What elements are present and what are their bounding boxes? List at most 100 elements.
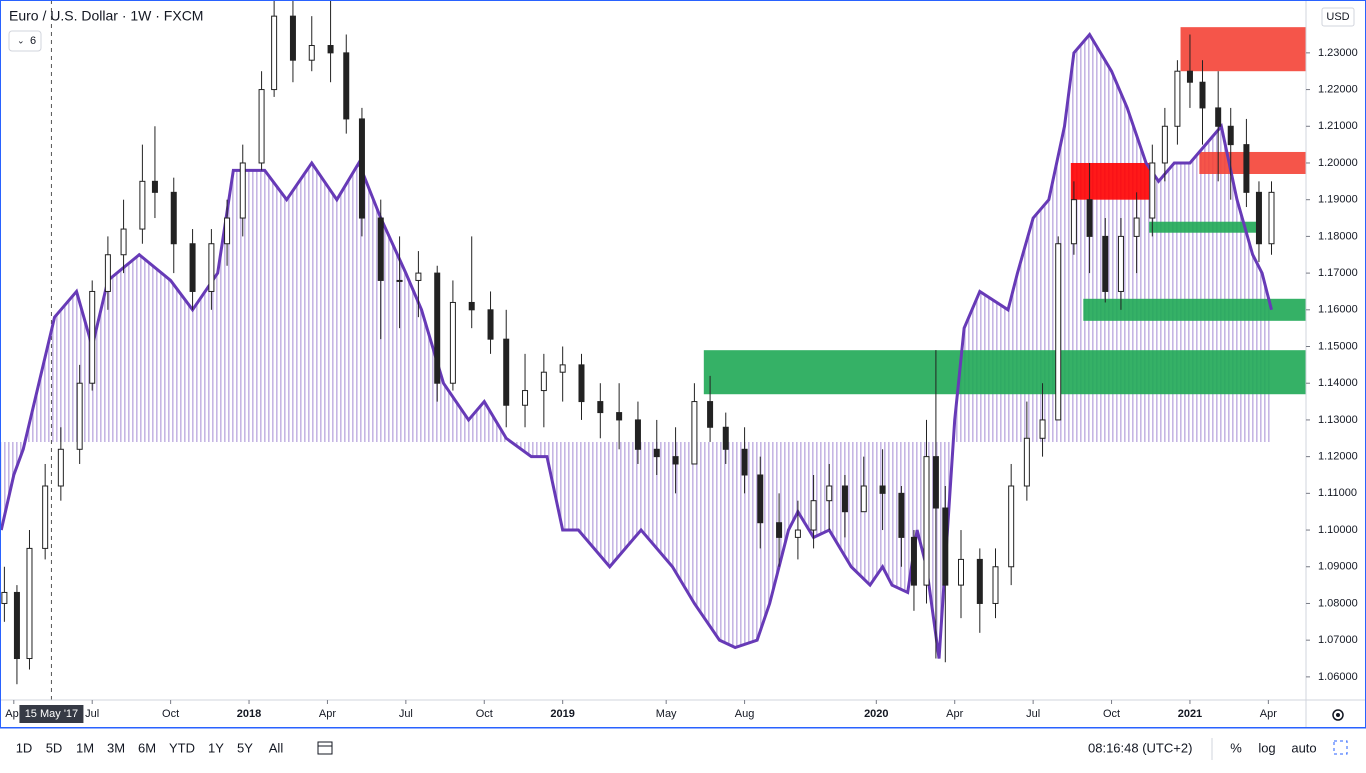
x-tick-label: Oct bbox=[1103, 708, 1120, 720]
clock: 08:16:48 (UTC+2) bbox=[1088, 740, 1192, 755]
candle-body bbox=[208, 243, 215, 292]
x-tick-label: Oct bbox=[162, 708, 179, 720]
candle-body bbox=[776, 522, 783, 538]
candle-body bbox=[449, 301, 456, 384]
range-button[interactable]: 1D bbox=[16, 740, 33, 755]
crosshair-label-bg bbox=[19, 705, 84, 723]
y-tick-label: 1.06000 bbox=[1318, 671, 1358, 683]
range-button[interactable]: 5Y bbox=[237, 740, 253, 755]
y-tick-label: 1.14000 bbox=[1318, 377, 1358, 389]
candle-body bbox=[634, 419, 641, 450]
candle-body bbox=[258, 89, 265, 164]
candle-body bbox=[120, 228, 127, 256]
candle-body bbox=[794, 529, 801, 538]
y-tick-label: 1.16000 bbox=[1318, 304, 1358, 316]
zone bbox=[703, 350, 1306, 395]
candle-body bbox=[224, 217, 231, 245]
zone bbox=[1083, 298, 1306, 321]
indicator-count[interactable]: 6 bbox=[30, 35, 36, 47]
candle-body bbox=[468, 301, 475, 311]
candle-body bbox=[1133, 217, 1140, 237]
y-tick-label: 1.19000 bbox=[1318, 194, 1358, 206]
range-button[interactable]: 1Y bbox=[208, 740, 224, 755]
chevron: ⌄ bbox=[17, 35, 25, 45]
candle-body bbox=[76, 382, 83, 450]
x-tick-label: 2020 bbox=[864, 708, 888, 720]
range-button[interactable]: All bbox=[269, 740, 284, 755]
candle-body bbox=[1055, 243, 1062, 421]
candle-body bbox=[672, 456, 679, 465]
candle-body bbox=[691, 401, 698, 465]
y-tick-label: 1.08000 bbox=[1318, 597, 1358, 609]
candle-body bbox=[289, 15, 296, 61]
candle-body bbox=[151, 180, 158, 193]
currency-badge[interactable] bbox=[1321, 7, 1355, 27]
x-tick-label: May bbox=[656, 708, 677, 720]
candle-body bbox=[923, 456, 930, 586]
compare-icon[interactable] bbox=[317, 741, 333, 755]
x-tick-label: Apr bbox=[946, 708, 963, 720]
candle-body bbox=[810, 500, 817, 531]
candle-body bbox=[826, 485, 833, 502]
candle-body bbox=[343, 52, 350, 120]
candle-body bbox=[1199, 81, 1206, 109]
y-tick-label: 1.09000 bbox=[1318, 561, 1358, 573]
range-button[interactable]: 3M bbox=[107, 740, 125, 755]
candle-body bbox=[522, 390, 529, 406]
x-tick-label: Aug bbox=[735, 708, 755, 720]
candle-body bbox=[942, 507, 949, 586]
x-tick-label: Apr bbox=[319, 708, 336, 720]
y-tick-label: 1.18000 bbox=[1318, 230, 1358, 242]
candle-body bbox=[898, 492, 905, 538]
candle-body bbox=[13, 591, 20, 660]
x-tick-label: Oct bbox=[476, 708, 493, 720]
range-button[interactable]: 5D bbox=[46, 740, 63, 755]
x-tick-label: Apr bbox=[5, 708, 22, 720]
x-tick-label: Jul bbox=[399, 708, 413, 720]
crosshair-label: 15 May '17 bbox=[25, 708, 78, 720]
zone bbox=[1199, 151, 1306, 174]
x-tick-label: Apr bbox=[1260, 708, 1277, 720]
range-button[interactable]: 6M bbox=[138, 740, 156, 755]
y-tick-label: 1.21000 bbox=[1318, 120, 1358, 132]
candle-body bbox=[189, 243, 196, 292]
candle-body bbox=[707, 401, 714, 428]
option-button[interactable]: log bbox=[1258, 740, 1275, 755]
zone bbox=[1070, 162, 1150, 200]
candle-body bbox=[89, 290, 96, 384]
candle-body bbox=[1008, 485, 1015, 568]
candle-body bbox=[741, 448, 748, 476]
candle-body bbox=[1039, 419, 1046, 439]
candle-body bbox=[415, 272, 422, 281]
y-tick-label: 1.12000 bbox=[1318, 451, 1358, 463]
candle-body bbox=[757, 474, 764, 524]
candle-body bbox=[271, 15, 278, 91]
indicator-line bbox=[0, 31, 1273, 659]
candle-body bbox=[976, 558, 983, 604]
candle-body bbox=[434, 272, 441, 384]
candle-body bbox=[841, 485, 848, 513]
settings-icon[interactable] bbox=[1332, 709, 1344, 721]
currency[interactable]: USD bbox=[1326, 11, 1349, 23]
indicator-badge[interactable] bbox=[8, 30, 42, 52]
x-tick-label: 2018 bbox=[237, 708, 261, 720]
candle-body bbox=[597, 401, 604, 414]
fullscreen-icon[interactable] bbox=[1333, 740, 1348, 755]
y-tick-label: 1.13000 bbox=[1318, 414, 1358, 426]
candle-body bbox=[396, 279, 403, 282]
range-button[interactable]: 1M bbox=[76, 740, 94, 755]
toolbar: 1D 5D 1M 3M 6M YTD 1Y 5Y All 08:16:48 (UTC+2)% log… bbox=[16, 738, 1348, 760]
candle-body bbox=[578, 364, 585, 403]
candle-body bbox=[239, 162, 246, 219]
candle-body bbox=[540, 371, 547, 392]
symbol-title: Euro / U.S. Dollar · 1W · FXCM bbox=[9, 8, 203, 24]
option-button[interactable]: auto bbox=[1291, 740, 1316, 755]
y-tick-label: 1.23000 bbox=[1318, 47, 1358, 59]
candle-body bbox=[1117, 235, 1124, 292]
candle-body bbox=[1023, 437, 1030, 487]
candle-body bbox=[653, 448, 660, 458]
candle-body bbox=[327, 45, 334, 54]
range-button[interactable]: YTD bbox=[169, 740, 195, 755]
option-button[interactable]: % bbox=[1230, 740, 1242, 755]
candle-body bbox=[1186, 70, 1193, 83]
